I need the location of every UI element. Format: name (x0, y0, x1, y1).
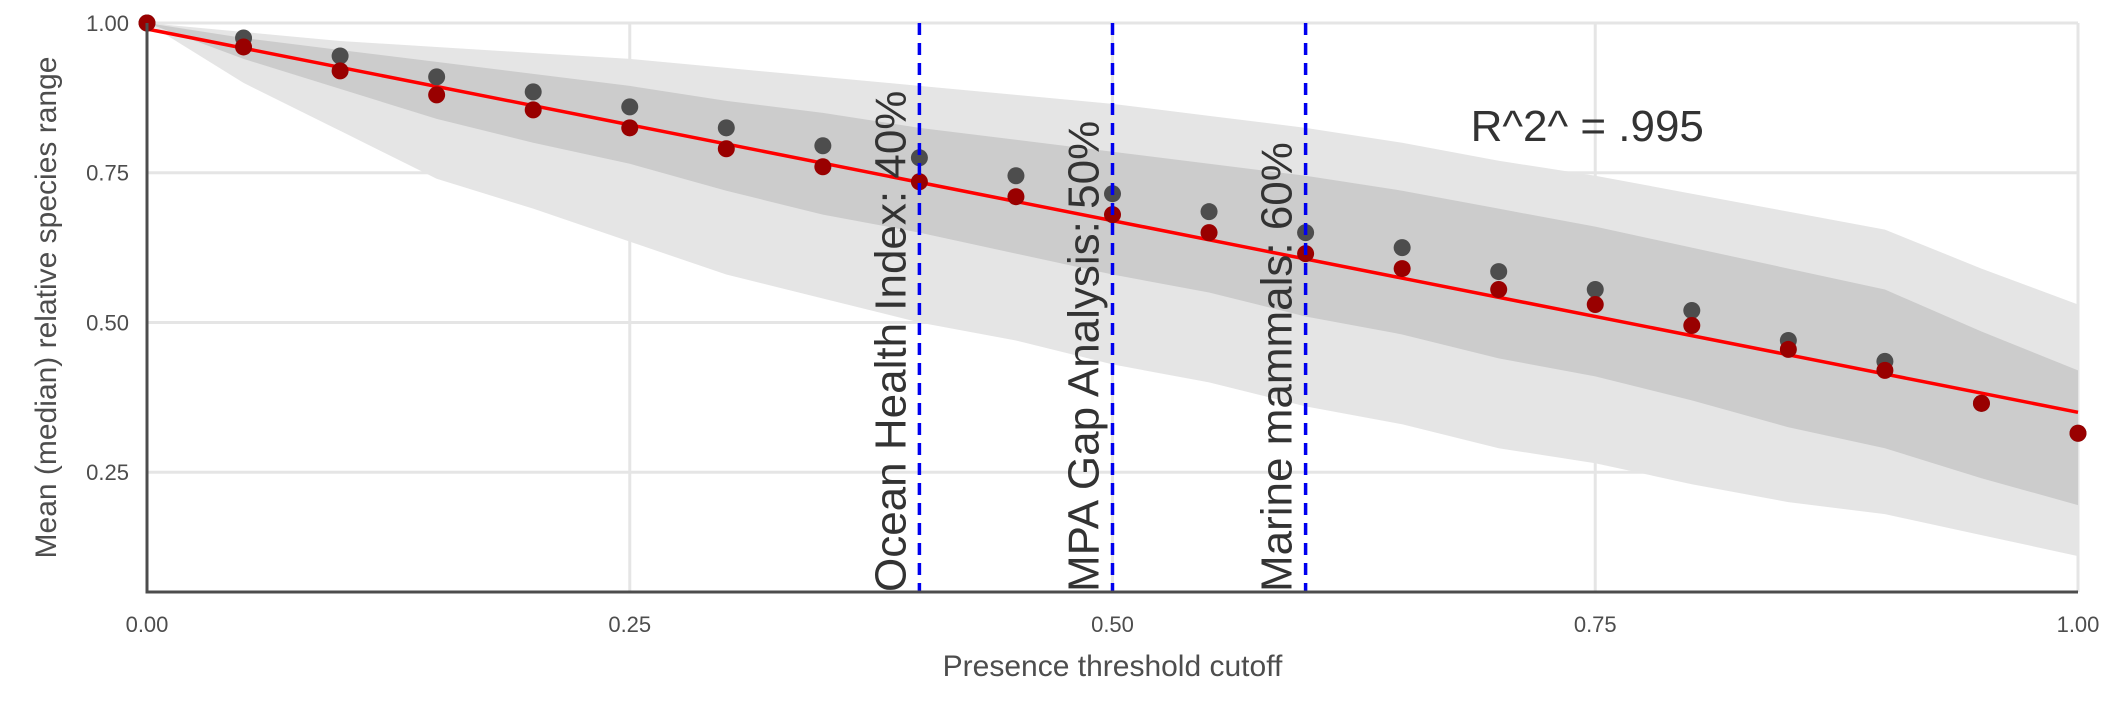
x-axis-title: Presence threshold cutoff (943, 650, 1283, 683)
r-squared-annotation: R^2^ = .995 (1471, 102, 1704, 151)
mean-point (1007, 167, 1025, 185)
y-tick-label: 0.50 (86, 310, 129, 335)
y-tick-label: 0.25 (86, 460, 129, 485)
median-point (1683, 316, 1701, 334)
median-point (814, 158, 832, 176)
mean-point (814, 137, 832, 155)
median-point (1876, 361, 1894, 379)
mean-point (621, 98, 639, 116)
x-tick-label: 0.25 (608, 612, 651, 637)
axes (145, 23, 2078, 594)
median-point (2069, 424, 2087, 442)
median-point (1490, 281, 1508, 299)
mean-point (1586, 281, 1604, 299)
median-point (1007, 188, 1025, 206)
y-tick-label: 1.00 (86, 11, 129, 36)
threshold-line-label: Marine mammals: 60% (1253, 142, 1302, 592)
median-point (1200, 224, 1218, 242)
mean-point (524, 83, 542, 101)
tick-labels: 0.00 0.25 0.50 0.75 1.00 0.25 0.50 0.75 1.00 (86, 11, 2099, 637)
median-point (717, 140, 735, 158)
mean-point (331, 47, 349, 65)
median-point (1586, 296, 1604, 314)
mean-point (1490, 263, 1508, 281)
median-point (910, 173, 928, 191)
x-tick-label: 0.50 (1091, 612, 1134, 637)
mean-point (1393, 239, 1411, 257)
threshold-line-label: MPA Gap Analysis: 50% (1060, 121, 1109, 592)
mean-point (1200, 203, 1218, 221)
median-point (331, 62, 349, 80)
x-tick-label: 0.75 (1574, 612, 1617, 637)
threshold-line-label: Ocean Health Index: 40% (866, 91, 915, 592)
median-point (1779, 340, 1797, 358)
y-tick-label: 0.75 (86, 161, 129, 186)
x-tick-label: 0.00 (126, 612, 169, 637)
mean-point (1683, 301, 1701, 319)
vlines-group: Ocean Health Index: 40% MPA Gap Analysis:… (866, 23, 1308, 592)
x-tick-label: 1.00 (2057, 612, 2100, 637)
mean-point (428, 68, 446, 86)
median-point (524, 101, 542, 119)
mean-point (910, 149, 928, 167)
median-point (428, 86, 446, 104)
mean-point (717, 119, 735, 137)
median-point (621, 119, 639, 137)
median-point (1972, 394, 1990, 412)
median-point (1393, 260, 1411, 278)
median-point (235, 38, 253, 56)
y-axis-title: Mean (median) relative species range (30, 57, 63, 559)
